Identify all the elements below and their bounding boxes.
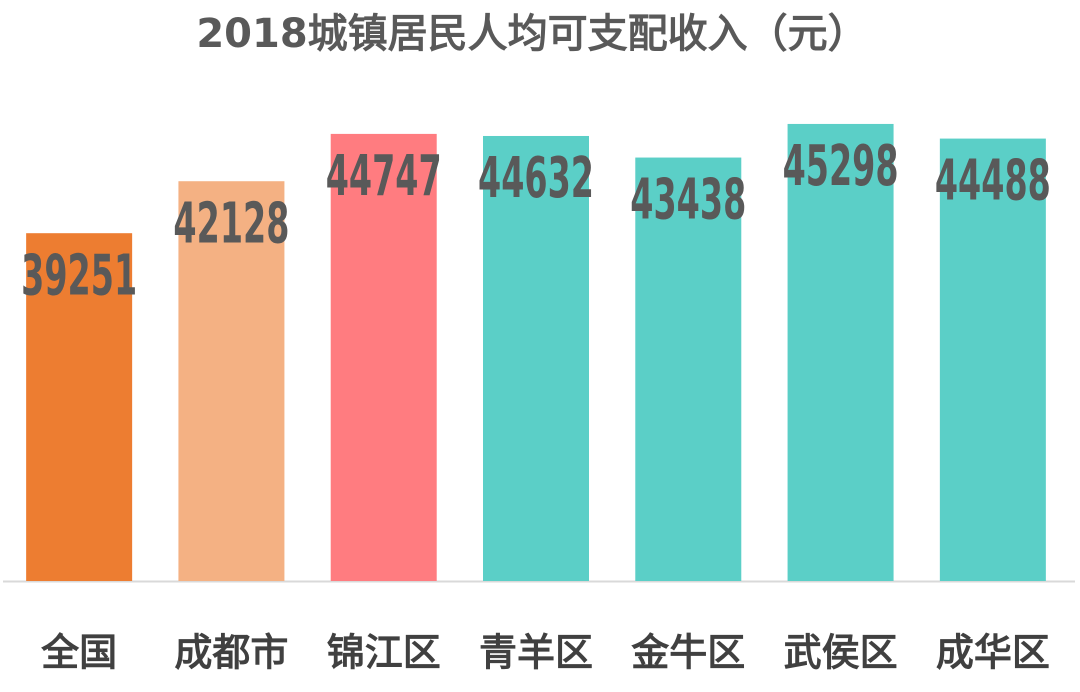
- chart-title: 2018城镇居民人均可支配收入（元）: [196, 11, 867, 57]
- value-label: 44488: [935, 149, 1051, 214]
- x-tick-label: 锦江区: [327, 631, 441, 675]
- value-label: 39251: [21, 243, 137, 308]
- x-tick-label: 全国: [40, 631, 117, 675]
- bar: [483, 135, 589, 581]
- x-tick-label: 成华区: [936, 631, 1050, 675]
- x-tick-label: 成都市: [174, 631, 288, 675]
- bar: [178, 181, 285, 581]
- bar: [26, 233, 133, 581]
- x-tick-label: 武侯区: [784, 631, 898, 675]
- bar: [635, 157, 742, 581]
- bar: [939, 138, 1046, 581]
- x-tick-label: 金牛区: [630, 631, 745, 675]
- value-label: 43438: [630, 168, 746, 233]
- x-tick-label: 青羊区: [479, 631, 593, 675]
- bar: [787, 123, 894, 581]
- value-label: 44747: [326, 144, 442, 209]
- value-label: 42128: [173, 191, 289, 256]
- value-label: 44632: [478, 146, 594, 211]
- value-label: 45298: [783, 134, 899, 199]
- bar: [330, 133, 437, 581]
